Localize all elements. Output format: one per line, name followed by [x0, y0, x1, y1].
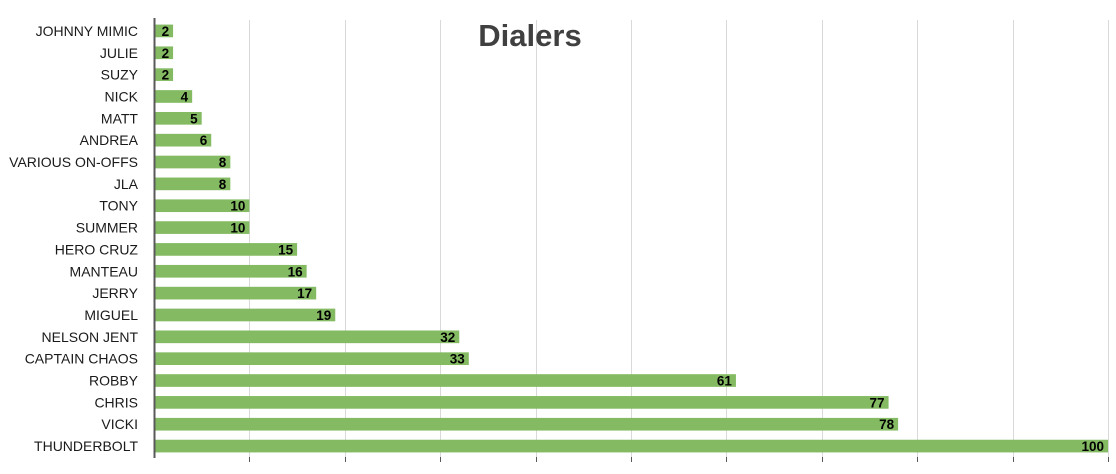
category-label: MANTEAU: [70, 263, 138, 279]
data-label: 10: [230, 199, 245, 214]
category-label: NICK: [105, 88, 139, 104]
bar: [154, 111, 202, 125]
bar: [154, 417, 899, 431]
data-label: 61: [717, 374, 733, 389]
category-label: THUNDERBOLT: [34, 438, 138, 454]
data-label: 8: [219, 155, 227, 170]
axis-layer: [153, 18, 1109, 462]
data-label: 2: [162, 46, 170, 61]
data-label: 16: [288, 264, 304, 279]
bar: [154, 90, 193, 103]
category-label: ANDREA: [80, 132, 139, 148]
bar: [154, 68, 174, 81]
bar: [154, 243, 298, 256]
bar: [154, 24, 174, 38]
category-label: SUMMER: [76, 220, 138, 236]
bar: [154, 374, 736, 387]
data-label: 2: [162, 68, 170, 83]
bar: [154, 46, 174, 60]
category-label: VARIOUS ON-OFFS: [9, 154, 138, 170]
chart-title: Dialers: [478, 18, 581, 53]
category-label: HERO CRUZ: [55, 241, 139, 257]
bar: [154, 155, 231, 169]
category-label: CHRIS: [94, 394, 138, 410]
category-label: JLA: [114, 176, 139, 192]
data-label: 5: [190, 111, 198, 126]
bar: [154, 221, 250, 234]
bar: [154, 286, 317, 300]
bar: [154, 308, 336, 322]
category-label: JERRY: [92, 285, 138, 301]
data-label: 10: [230, 221, 245, 236]
bar: [154, 396, 889, 409]
category-label: JULIE: [100, 45, 138, 61]
bar: [154, 133, 212, 147]
bar: [154, 352, 469, 366]
bar-layer: [154, 24, 1108, 453]
bar: [154, 199, 250, 213]
data-label: 77: [870, 395, 885, 410]
bar: [154, 264, 307, 278]
category-label: MIGUEL: [84, 307, 138, 323]
category-label: SUZY: [101, 67, 139, 83]
data-label: 8: [219, 177, 227, 192]
data-label: 15: [278, 242, 294, 257]
data-label: 2: [162, 24, 170, 39]
category-label: NELSON JENT: [42, 329, 139, 345]
bar: [154, 177, 231, 191]
category-label: TONY: [99, 198, 138, 214]
category-label: JOHNNY MIMIC: [36, 23, 138, 39]
category-label: CAPTAIN CHAOS: [25, 351, 138, 367]
category-label: VICKI: [101, 416, 138, 432]
data-label: 32: [440, 330, 455, 345]
data-label: 6: [200, 133, 208, 148]
data-label: 4: [181, 89, 189, 104]
data-label: 19: [316, 308, 331, 323]
data-label: 17: [297, 286, 312, 301]
data-label: 33: [450, 352, 466, 367]
grid-layer: [249, 20, 1109, 457]
label-layer: JOHNNY MIMIC 2 JULIE 2 SUZY 2 NICK 4 MATT 5 ANDREA…: [9, 23, 1104, 454]
category-label: ROBBY: [89, 373, 139, 389]
data-label: 100: [1081, 439, 1104, 454]
data-label: 78: [879, 417, 895, 432]
bar: [154, 330, 460, 344]
bar: [154, 439, 1108, 453]
category-label: MATT: [101, 110, 139, 126]
